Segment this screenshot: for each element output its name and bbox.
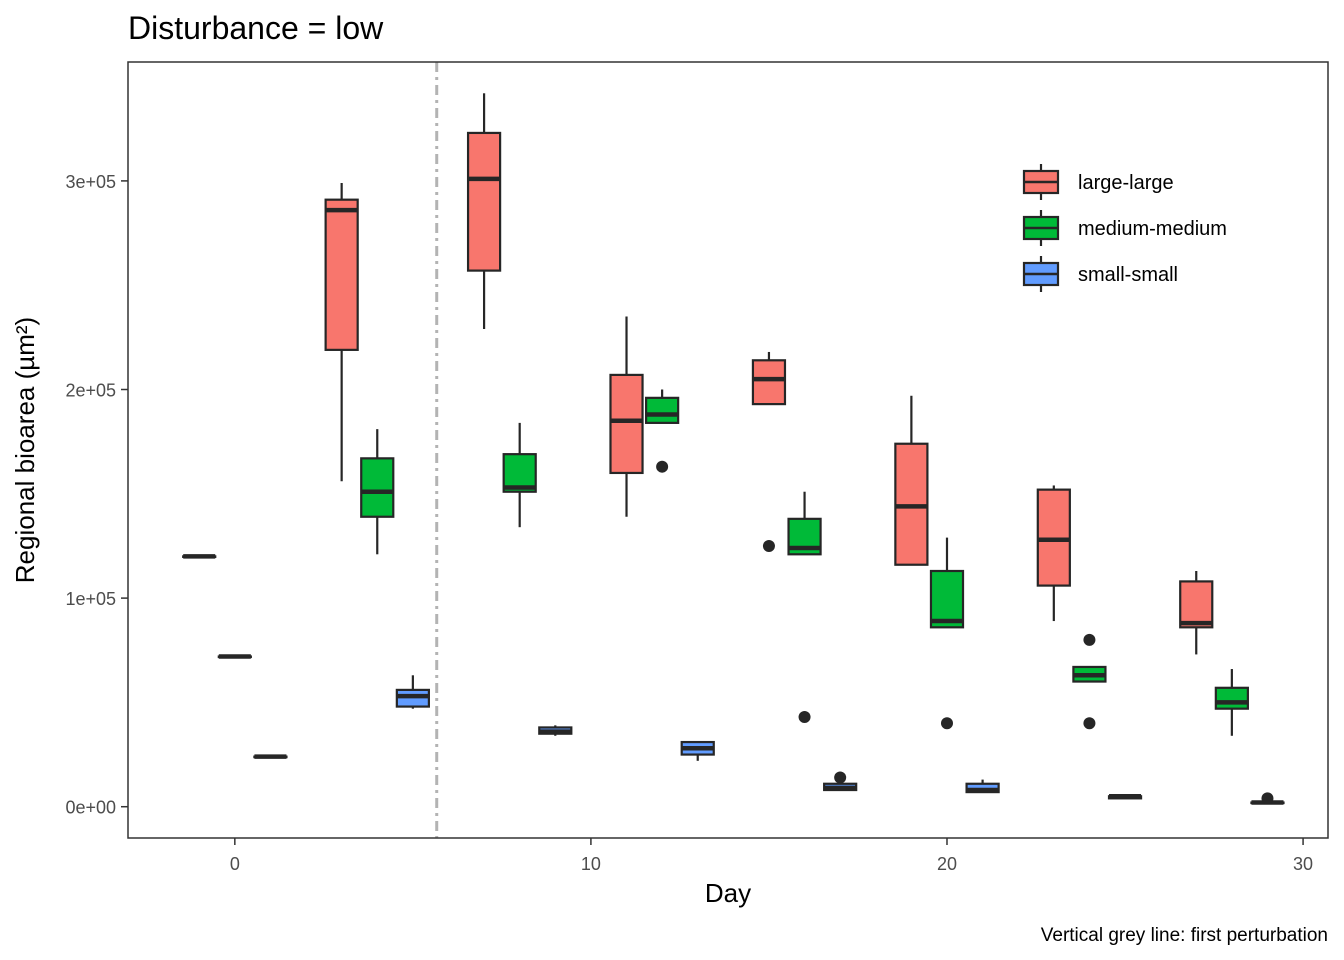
x-tick-label: 0 (230, 854, 240, 874)
box-body (645, 396, 680, 424)
box-body (324, 198, 359, 351)
box-small-small-day-0 (253, 754, 288, 759)
outlier-point (1261, 792, 1274, 805)
chart-title: Disturbance = low (128, 10, 384, 46)
box-small-small-day-16 (823, 771, 858, 792)
box-body (929, 569, 965, 629)
box-body (466, 131, 502, 272)
y-tick-label: 2e+05 (65, 381, 116, 401)
box-medium-medium-day-16 (787, 491, 822, 724)
box-medium-medium-day-20 (929, 537, 965, 730)
x-tick-label: 30 (1293, 854, 1313, 874)
outlier-point (1083, 717, 1096, 730)
legend-label: large-large (1078, 172, 1174, 194)
legend: large-large medium-medium small-small (1022, 164, 1227, 292)
box-small-small-day-20 (965, 779, 1000, 794)
chart-caption: Vertical grey line: first perturbation (1041, 925, 1328, 946)
box-body (1179, 580, 1214, 629)
box-medium-medium-day-24 (1072, 633, 1107, 730)
box-body (360, 457, 395, 518)
legend-item-medium-medium: medium-medium (1022, 210, 1227, 246)
box-small-small-day-28 (1250, 792, 1285, 805)
box-large-large-day-20 (894, 395, 929, 566)
box-medium-medium-day-8 (502, 422, 537, 528)
box-small-small-day-12 (680, 740, 715, 761)
outlier-point (762, 539, 775, 552)
legend-label: small-small (1078, 264, 1178, 286)
y-tick-label: 3e+05 (65, 172, 116, 192)
legend-label: medium-medium (1078, 218, 1227, 240)
box-large-large-day-16 (751, 351, 787, 552)
plot-area: 0 10 20 30 0e+00 1e+05 2e+05 3e+05 (65, 61, 1329, 874)
box-medium-medium-day-12 (645, 389, 680, 473)
outlier-point (940, 717, 953, 730)
box-large-large-day-0 (182, 554, 217, 559)
outlier-point (1083, 633, 1096, 646)
x-tick-label: 10 (581, 854, 601, 874)
box-medium-medium-day-0 (217, 654, 252, 659)
y-tick-label: 0e+00 (65, 798, 116, 818)
box-medium-medium-day-4 (360, 429, 395, 555)
x-axis-title: Day (705, 878, 751, 908)
y-axis-title: Regional bioarea (µm²) (10, 317, 40, 583)
outlier-point (798, 711, 811, 724)
box-large-large-day-28 (1179, 570, 1214, 655)
box-medium-medium-day-28 (1214, 669, 1249, 736)
box-large-large-day-4 (324, 182, 359, 482)
panel-border (127, 61, 1329, 839)
box-body (1214, 686, 1249, 710)
box-large-large-day-8 (466, 93, 502, 330)
box-body (609, 373, 644, 475)
box-small-small-day-4 (395, 675, 430, 709)
y-tick-label: 1e+05 (65, 589, 116, 609)
outlier-point (656, 460, 669, 473)
box-small-small-day-24 (1107, 794, 1143, 800)
legend-item-small-small: small-small (1022, 256, 1178, 292)
legend-item-large-large: large-large (1022, 164, 1174, 200)
box-large-large-day-24 (1036, 485, 1071, 622)
x-tick-label: 20 (937, 854, 957, 874)
box-small-small-day-8 (538, 725, 573, 736)
outlier-point (834, 771, 847, 784)
box-large-large-day-12 (609, 316, 644, 517)
box-body (751, 359, 787, 406)
